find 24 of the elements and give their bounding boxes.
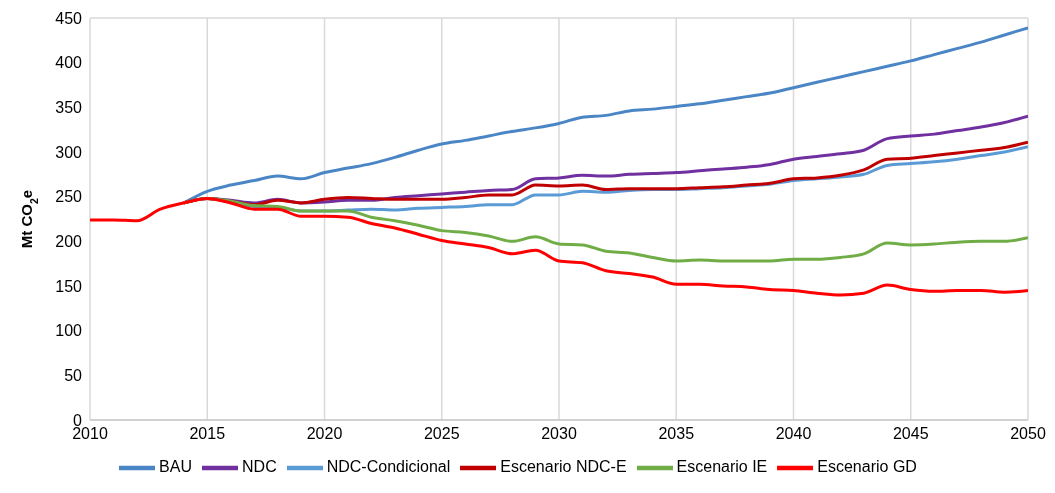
x-tick-label: 2015 (189, 425, 226, 443)
y-tick-label: 200 (55, 233, 83, 251)
y-tick-label: 250 (55, 188, 83, 206)
y-tick-label: 400 (55, 54, 83, 72)
x-tick-label: 2040 (775, 425, 812, 443)
x-tick-label: 2025 (423, 425, 460, 443)
x-tick-label: 2020 (306, 425, 343, 443)
x-tick-label: 2045 (892, 425, 929, 443)
legend-label: Escenario GD (817, 458, 917, 476)
x-tick-label: 2010 (72, 425, 108, 443)
legend-label: BAU (159, 458, 193, 476)
y-tick-label: 300 (55, 143, 83, 161)
legend-label: NDC (242, 458, 277, 476)
y-tick-label: 450 (55, 9, 83, 27)
y-tick-label: 150 (55, 277, 83, 295)
y-tick-label: 50 (64, 367, 83, 385)
x-tick-label: 2035 (658, 425, 695, 443)
legend-label: NDC-Condicional (326, 458, 451, 476)
legend-label: Escenario NDC-E (500, 458, 627, 476)
x-tick-label: 2030 (541, 425, 577, 443)
legend-label: Escenario IE (676, 458, 768, 476)
y-tick-label: 100 (55, 322, 83, 340)
y-tick-label: 350 (55, 99, 83, 117)
x-tick-label: 2050 (1010, 425, 1046, 443)
